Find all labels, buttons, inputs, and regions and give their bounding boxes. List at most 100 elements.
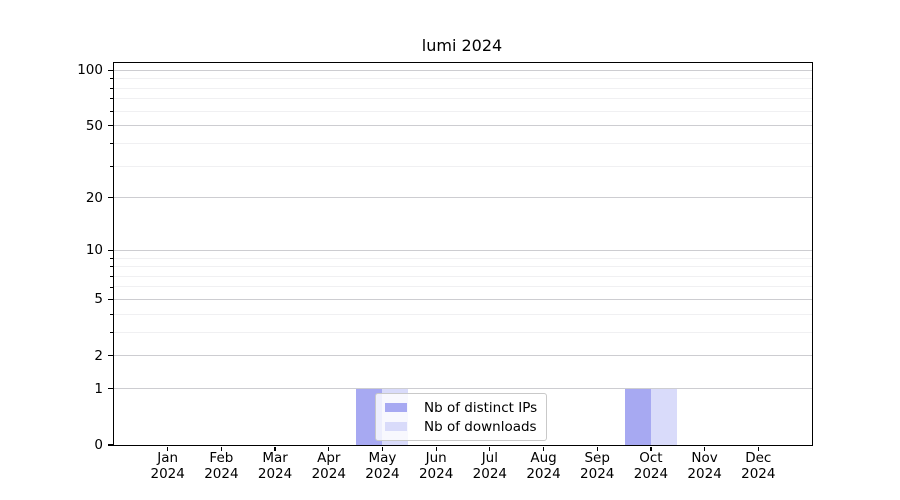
- x-tick-year: 2024: [204, 465, 239, 482]
- x-tick-month: Aug: [530, 450, 557, 466]
- x-tick-month: Dec: [745, 450, 772, 466]
- x-tick-label: Jun 2024: [408, 450, 464, 482]
- y-tick: [108, 249, 113, 251]
- y-gridline-major: [114, 355, 812, 357]
- y-minor-tick: [110, 110, 113, 112]
- x-tick: [542, 446, 545, 451]
- x-tick-month: Jul: [481, 450, 498, 466]
- x-tick: [650, 446, 652, 451]
- y-gridline-minor: [114, 313, 812, 315]
- x-tick: [435, 446, 437, 451]
- y-gridline-minor: [114, 98, 812, 100]
- bar-nb-of-downloads: [650, 388, 677, 445]
- x-tick-label: Jan 2024: [140, 450, 196, 482]
- y-minor-tick: [110, 257, 113, 259]
- x-tick-year: 2024: [365, 465, 400, 482]
- x-tick-year: 2024: [150, 465, 185, 482]
- y-tick-label: 1: [94, 380, 103, 397]
- x-tick-label: Aug 2024: [516, 450, 572, 482]
- x-tick-month: Feb: [209, 450, 234, 466]
- y-gridline-major: [114, 69, 812, 71]
- x-tick-label: Feb 2024: [193, 450, 249, 482]
- y-gridline-minor: [114, 275, 812, 277]
- x-tick: [328, 446, 330, 451]
- x-tick: [596, 446, 598, 451]
- legend-swatch-nb-of-distinct-ips: [385, 403, 407, 412]
- y-tick-label: 100: [77, 62, 103, 79]
- y-gridline-major: [114, 388, 812, 390]
- x-tick: [489, 446, 491, 451]
- x-tick: [757, 446, 759, 451]
- y-gridline-minor: [114, 266, 812, 268]
- y-minor-tick: [110, 87, 113, 89]
- x-tick-year: 2024: [580, 465, 615, 482]
- legend: Nb of distinct IPs Nb of downloads: [375, 393, 548, 441]
- y-tick-label: 50: [85, 117, 103, 134]
- y-minor-tick: [110, 165, 113, 167]
- y-gridline-minor: [114, 110, 812, 112]
- y-gridline-minor: [114, 286, 812, 288]
- y-minor-tick: [110, 275, 113, 277]
- y-minor-tick: [110, 143, 113, 144]
- legend-row: Nb of distinct IPs: [385, 398, 537, 417]
- x-tick-label: Jul 2024: [462, 450, 518, 482]
- x-tick-label: Mar 2024: [247, 450, 303, 482]
- x-tick: [220, 446, 223, 451]
- x-tick-month: Sep: [584, 450, 610, 466]
- x-tick-label: Sep 2024: [569, 450, 625, 482]
- x-tick: [167, 446, 169, 451]
- chart-title: lumi 2024: [421, 36, 503, 55]
- y-gridline-minor: [114, 87, 812, 89]
- x-tick-year: 2024: [311, 465, 346, 482]
- x-tick-label: Nov 2024: [677, 450, 733, 482]
- x-tick-year: 2024: [526, 465, 561, 482]
- x-tick-label: May 2024: [354, 450, 410, 482]
- x-tick-year: 2024: [741, 465, 776, 482]
- bar-nb-of-distinct-ips: [624, 388, 651, 445]
- x-tick-year: 2024: [633, 465, 669, 482]
- y-gridline-minor: [114, 257, 812, 259]
- y-gridline-minor: [114, 78, 812, 80]
- y-tick: [108, 388, 113, 390]
- y-tick: [108, 298, 113, 301]
- y-tick: [108, 197, 113, 199]
- plot-area: Nb of distinct IPs Nb of downloads: [113, 62, 813, 446]
- y-gridline-major: [114, 197, 812, 199]
- y-minor-tick: [110, 78, 113, 80]
- x-tick-year: 2024: [472, 465, 508, 482]
- y-gridline-major: [114, 125, 812, 127]
- x-tick-month: Nov: [691, 450, 718, 466]
- legend-row: Nb of downloads: [385, 417, 537, 436]
- y-minor-tick: [110, 332, 113, 333]
- x-tick-month: Jun: [425, 450, 447, 466]
- x-tick-month: Apr: [317, 450, 341, 466]
- x-tick-label: Oct 2024: [623, 450, 679, 482]
- x-tick: [381, 446, 384, 451]
- y-tick-label: 20: [85, 189, 103, 206]
- y-tick: [108, 69, 113, 71]
- x-tick-label: Apr 2024: [301, 450, 357, 482]
- y-tick: [108, 125, 113, 127]
- x-tick-month: Oct: [639, 450, 663, 466]
- y-tick: [108, 444, 113, 446]
- y-minor-tick: [110, 286, 113, 288]
- y-minor-tick: [110, 98, 113, 100]
- legend-label: Nb of downloads: [424, 418, 537, 435]
- y-gridline-major: [114, 298, 812, 300]
- legend-label: Nb of distinct IPs: [424, 399, 538, 416]
- x-tick-year: 2024: [257, 465, 293, 482]
- x-tick-month: Mar: [262, 450, 288, 466]
- y-tick-label: 0: [94, 437, 103, 453]
- x-tick-year: 2024: [418, 465, 454, 482]
- x-tick-month: Jan: [157, 450, 179, 466]
- x-tick-month: May: [368, 450, 397, 466]
- y-gridline-minor: [114, 142, 812, 144]
- y-gridline-major: [114, 249, 812, 251]
- y-minor-tick: [110, 313, 113, 315]
- x-tick-year: 2024: [687, 465, 722, 482]
- y-gridline-minor: [114, 165, 812, 167]
- x-tick: [703, 446, 706, 451]
- x-tick-label: Dec 2024: [730, 450, 786, 482]
- x-tick: [274, 446, 276, 451]
